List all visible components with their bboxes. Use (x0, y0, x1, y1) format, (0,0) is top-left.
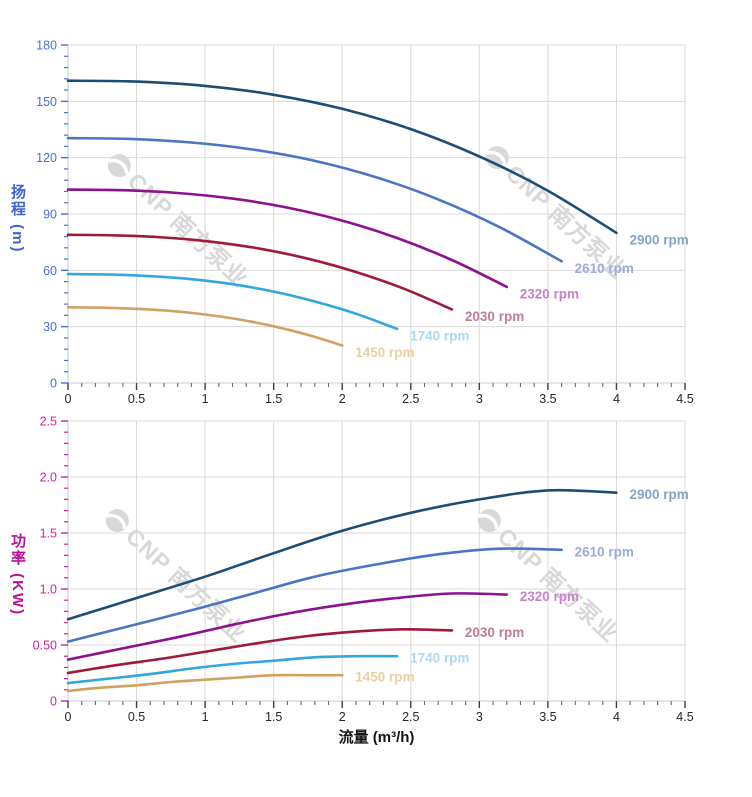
curve-label-1740-rpm: 1740 rpm (410, 651, 469, 666)
y-tick-label: 30 (43, 320, 57, 334)
curve-label-2610-rpm: 2610 rpm (575, 261, 634, 276)
cnp-logo-icon (108, 158, 129, 175)
y-tick-label: 60 (43, 264, 57, 278)
y-tick-label: 1.0 (40, 583, 57, 597)
y-tick-label: 1.5 (40, 527, 57, 541)
x-tick-label: 4.5 (676, 392, 693, 406)
curve-2610-rpm (66, 547, 563, 643)
y-tick-label: 150 (36, 95, 57, 109)
watermark-text: CNP 南方泵业 (123, 168, 254, 292)
y-tick-label: 180 (36, 39, 57, 53)
x-tick-label: 1.5 (265, 392, 282, 406)
x-tick-label: 2 (339, 392, 346, 406)
x-tick-label: 1 (202, 710, 209, 724)
x-tick-label: 3.5 (539, 710, 556, 724)
x-tick-label: 3.5 (539, 392, 556, 406)
x-tick-label: 1 (202, 392, 209, 406)
y-tick-label: 2.0 (40, 471, 57, 485)
x-tick-label: 4.5 (676, 710, 693, 724)
x-tick-label: 0.5 (128, 710, 145, 724)
x-tick-label: 4 (613, 710, 620, 724)
curve-2900-rpm (66, 79, 618, 235)
head-axis-title: 扬程 (m) (9, 184, 26, 254)
x-tick-label: 2.5 (402, 392, 419, 406)
curve-2320-rpm (66, 188, 509, 289)
curve-label-2320-rpm: 2320 rpm (520, 589, 579, 604)
y-tick-label: 0 (50, 377, 57, 391)
curve-label-2030-rpm: 2030 rpm (465, 309, 524, 324)
y-tick-label: 2.5 (40, 415, 57, 429)
x-tick-label: 3 (476, 710, 483, 724)
x-tick-label: 4 (613, 392, 620, 406)
curve-2030-rpm (66, 627, 454, 675)
curve-label-2030-rpm: 2030 rpm (465, 625, 524, 640)
x-tick-label: 0 (65, 392, 72, 406)
curve-label-1740-rpm: 1740 rpm (410, 328, 469, 343)
curve-label-1450-rpm: 1450 rpm (355, 345, 414, 360)
y-tick-label: 120 (36, 151, 57, 165)
cnp-logo-icon (478, 513, 499, 530)
x-tick-label: 0 (65, 710, 72, 724)
curve-2030-rpm (66, 233, 454, 311)
curve-1450-rpm (66, 306, 344, 347)
x-tick-label: 1.5 (265, 710, 282, 724)
curve-2900-rpm (66, 488, 618, 621)
x-tick-label: 2 (339, 710, 346, 724)
curve-2320-rpm (66, 592, 509, 661)
curve-1740-rpm (66, 654, 399, 685)
curve-label-2320-rpm: 2320 rpm (520, 286, 579, 301)
curve-label-1450-rpm: 1450 rpm (355, 670, 414, 685)
cnp-logo-icon (106, 513, 127, 530)
x-tick-label: 2.5 (402, 710, 419, 724)
cnp-logo-icon (486, 150, 507, 167)
watermark-text: CNP 南方泵业 (121, 523, 252, 647)
curve-label-2610-rpm: 2610 rpm (575, 544, 634, 559)
y-tick-label: 0.50 (33, 639, 57, 653)
curve-1740-rpm (66, 272, 399, 331)
y-tick-label: 0 (50, 695, 57, 709)
x-tick-label: 3 (476, 392, 483, 406)
x-tick-label: 0.5 (128, 392, 145, 406)
y-tick-label: 90 (43, 208, 57, 222)
curve-1450-rpm (66, 673, 344, 693)
power-axis-title: 功率 (KW) (9, 533, 26, 617)
curve-label-2900-rpm: 2900 rpm (629, 232, 688, 247)
curve-label-2900-rpm: 2900 rpm (629, 487, 688, 502)
curve-2610-rpm (66, 136, 563, 263)
flow-axis-title: 流量 (m³/h) (338, 729, 415, 746)
